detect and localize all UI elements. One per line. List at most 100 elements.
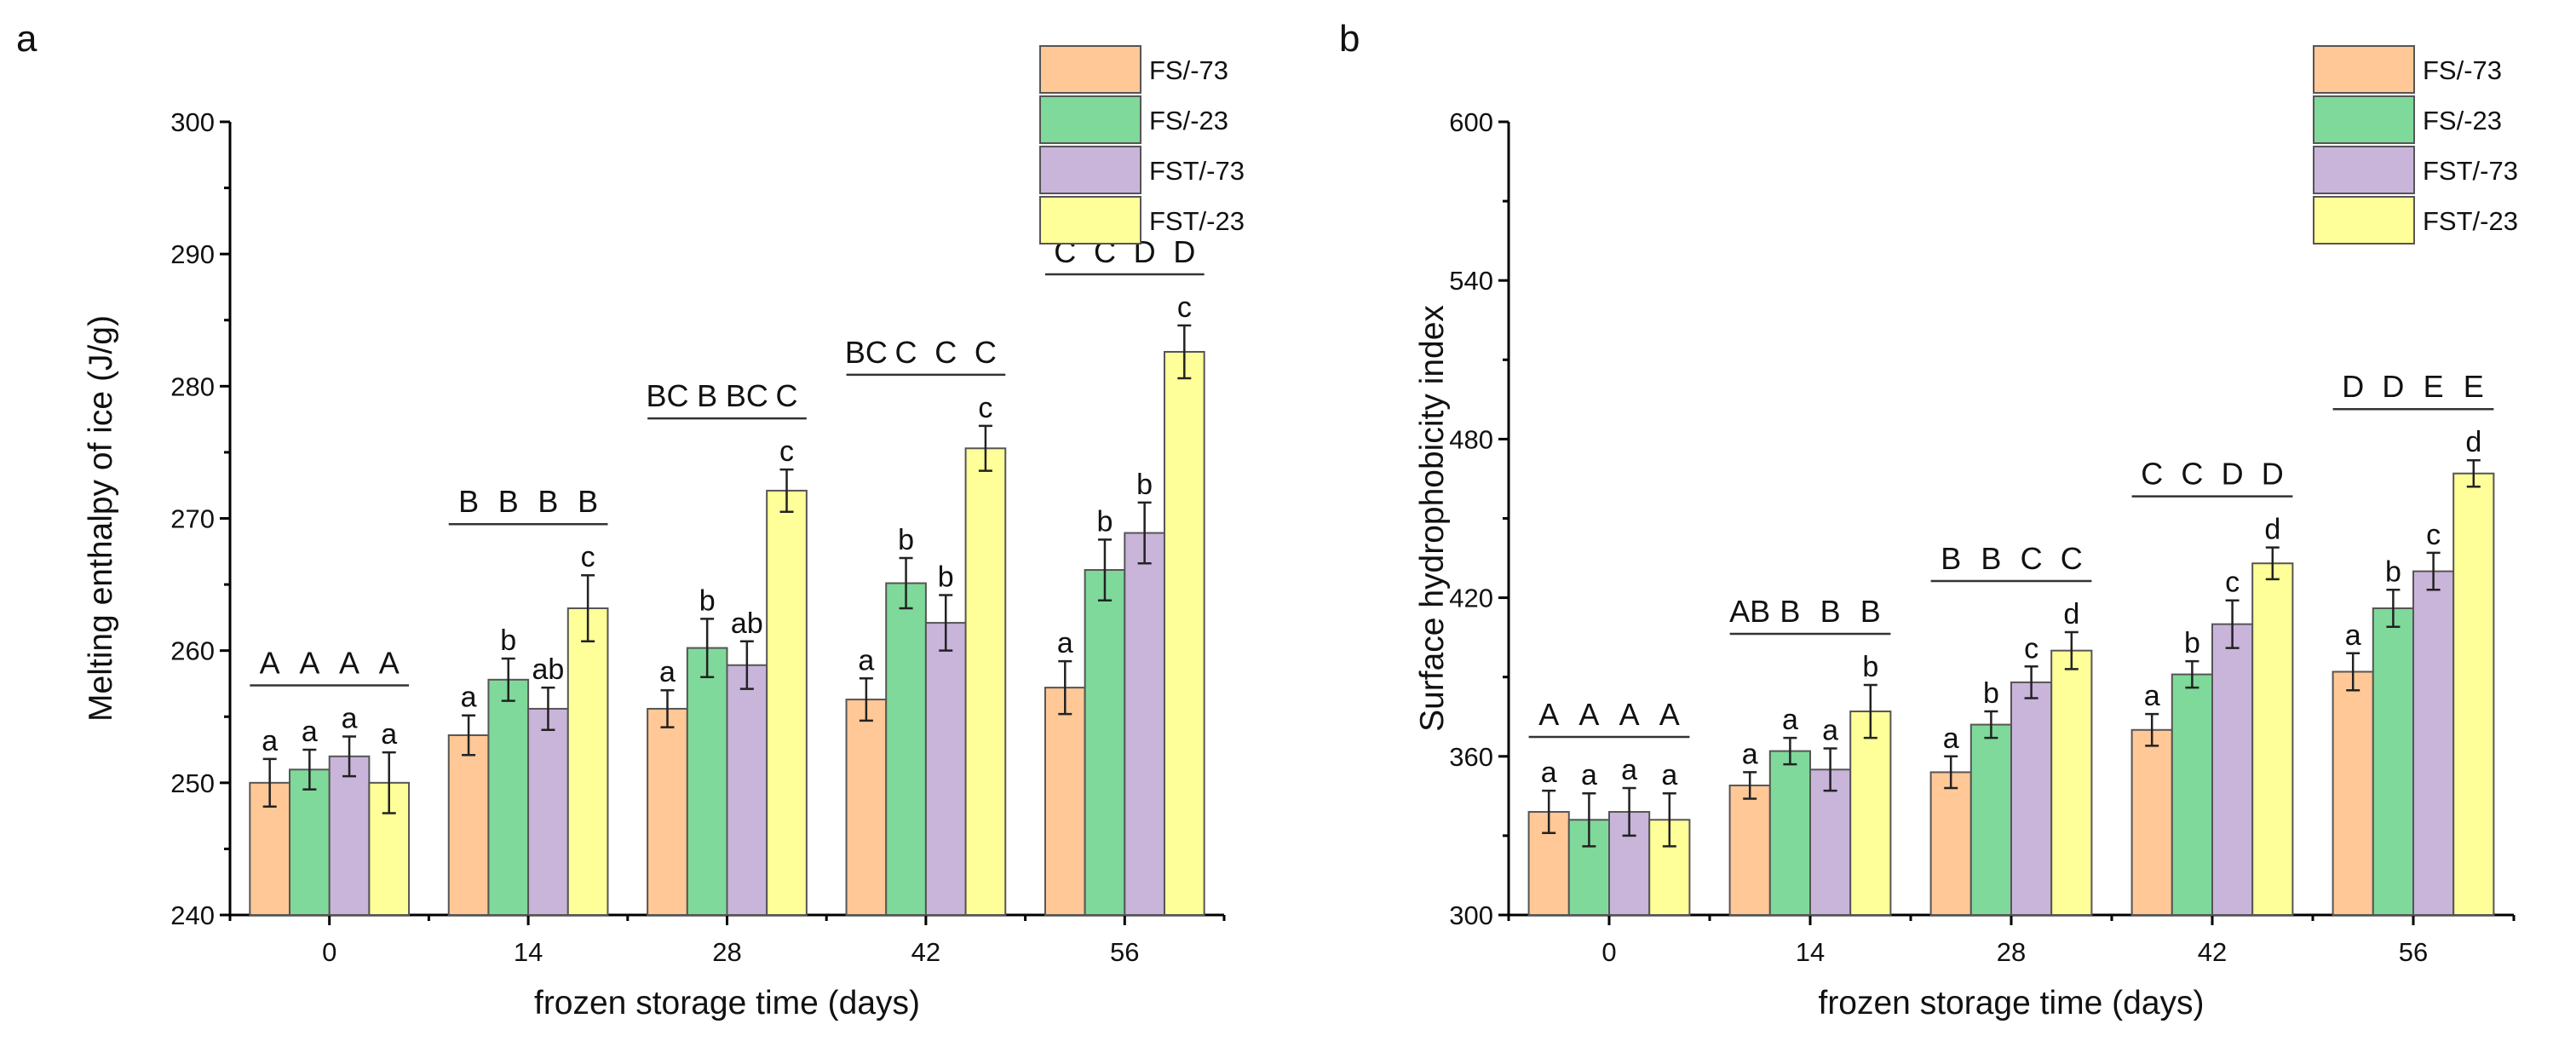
significance-letter: c (978, 392, 992, 424)
significance-letter: a (342, 703, 358, 735)
significance-letter: b (699, 584, 716, 617)
legend-label: FS/-23 (1149, 106, 1228, 135)
y-tick-label: 270 (170, 504, 215, 534)
significance-letter: c (2225, 567, 2240, 599)
x-tick-label: 42 (2198, 937, 2227, 967)
group-letter: C (975, 335, 997, 370)
y-tick-label: 420 (1449, 584, 1493, 613)
significance-letter: b (2184, 627, 2200, 659)
y-tick-label: 280 (170, 371, 215, 401)
bar-FS/-23-28 (1969, 723, 2013, 916)
y-tick-label: 250 (170, 768, 215, 798)
group-letter: C (895, 335, 917, 370)
bar-FS/-73-14 (447, 734, 490, 916)
significance-letter: a (2345, 619, 2361, 652)
group-letter: D (2222, 457, 2244, 492)
significance-letter: b (1096, 505, 1113, 538)
group-letter: BC (845, 335, 888, 370)
significance-letter: d (2465, 426, 2481, 458)
bar-FS/-73-42 (845, 699, 888, 916)
group-letter: C (2021, 541, 2043, 576)
y-tick-label: 360 (1449, 742, 1493, 772)
significance-letter: b (898, 524, 914, 556)
y-axis-title: Melting enthalpy of ice (J/g) (83, 315, 119, 722)
panel-label: a (16, 18, 37, 60)
significance-letter: b (500, 624, 516, 657)
y-tick-label: 240 (170, 901, 215, 930)
y-tick-label: 260 (170, 636, 215, 666)
group-letter: C (2061, 541, 2083, 576)
legend-swatch (1039, 196, 1141, 245)
y-tick-label: 480 (1449, 424, 1493, 454)
group-letter: AB (1729, 594, 1770, 629)
legend-label: FST/-73 (1149, 156, 1245, 186)
x-tick-label: 28 (1997, 937, 2026, 967)
x-axis-title: frozen storage time (days) (1818, 985, 2204, 1021)
legend-label: FS/-23 (2423, 106, 2502, 135)
significance-letter: c (2024, 632, 2038, 665)
bar-FS/-73-42 (2130, 728, 2173, 916)
group-letter: B (538, 484, 558, 519)
bar-FST/-73-56 (2412, 570, 2455, 916)
bar-FS/-73-28 (647, 707, 688, 916)
y-tick-label: 290 (170, 239, 215, 269)
group-letter: B (498, 484, 519, 519)
x-tick-label: 14 (514, 937, 543, 967)
significance-letter: ab (731, 607, 763, 640)
significance-letter: ab (532, 653, 565, 686)
group-letter: A (1619, 697, 1640, 732)
x-tick-label: 56 (1110, 937, 1139, 967)
significance-letter: b (2385, 555, 2401, 588)
bar-FST/-73-0 (328, 755, 371, 916)
bar-FS/-73-56 (1044, 687, 1086, 916)
group-letter: D (1173, 234, 1195, 269)
significance-letter: a (461, 682, 477, 714)
group-letter: E (2464, 369, 2484, 404)
significance-letter: a (659, 656, 676, 688)
bar-FST/-23-42 (2251, 562, 2294, 916)
bar-FS/-23-14 (487, 678, 530, 916)
significance-letter: a (1057, 627, 1073, 659)
significance-letter: b (938, 561, 954, 593)
significance-letter: a (1943, 722, 1959, 755)
bar-FST/-73-14 (1809, 768, 1852, 916)
bar-FS/-23-28 (686, 647, 728, 917)
legend-swatch (1039, 95, 1141, 144)
group-letter: E (2424, 369, 2444, 404)
group-letter: D (2262, 457, 2284, 492)
x-tick-label: 0 (1601, 937, 1616, 967)
group-letter: B (458, 484, 479, 519)
y-axis-title: Surface hydrophobicity index (1414, 305, 1451, 732)
significance-letter: b (1136, 469, 1153, 501)
significance-letter: c (581, 541, 595, 573)
group-letter: B (1941, 541, 1961, 576)
legend-label: FST/-73 (2423, 156, 2518, 186)
bar-FS/-23-14 (1768, 750, 1812, 916)
significance-letter: b (1862, 651, 1878, 683)
group-letter: B (1981, 541, 2001, 576)
group-letter: B (697, 378, 717, 413)
legend-swatch (2313, 95, 2415, 144)
significance-letter: c (779, 435, 794, 468)
legend-swatch (2313, 196, 2415, 245)
significance-letter: c (2426, 519, 2441, 551)
significance-letter: a (1742, 738, 1758, 770)
group-letter: BC (646, 378, 688, 413)
group-letter: D (2342, 369, 2364, 404)
group-letter: D (2382, 369, 2404, 404)
significance-letter: a (262, 725, 278, 757)
y-tick-label: 300 (170, 107, 215, 137)
bar-FST/-73-14 (527, 707, 569, 916)
bar-FST/-23-14 (566, 607, 609, 916)
bar-FS/-23-56 (2372, 607, 2415, 916)
bar-FS/-73-56 (2332, 670, 2374, 916)
bar-FST/-73-42 (2211, 623, 2254, 917)
bar-FS/-73-28 (1929, 771, 1972, 916)
group-letter: B (578, 484, 598, 519)
bar-FST/-73-42 (924, 622, 967, 916)
significance-letter: a (1541, 757, 1557, 789)
group-letter: C (776, 378, 798, 413)
bar-FST/-23-56 (2452, 472, 2495, 916)
bar-FST/-73-56 (1124, 532, 1165, 917)
group-letter: C (2181, 457, 2203, 492)
